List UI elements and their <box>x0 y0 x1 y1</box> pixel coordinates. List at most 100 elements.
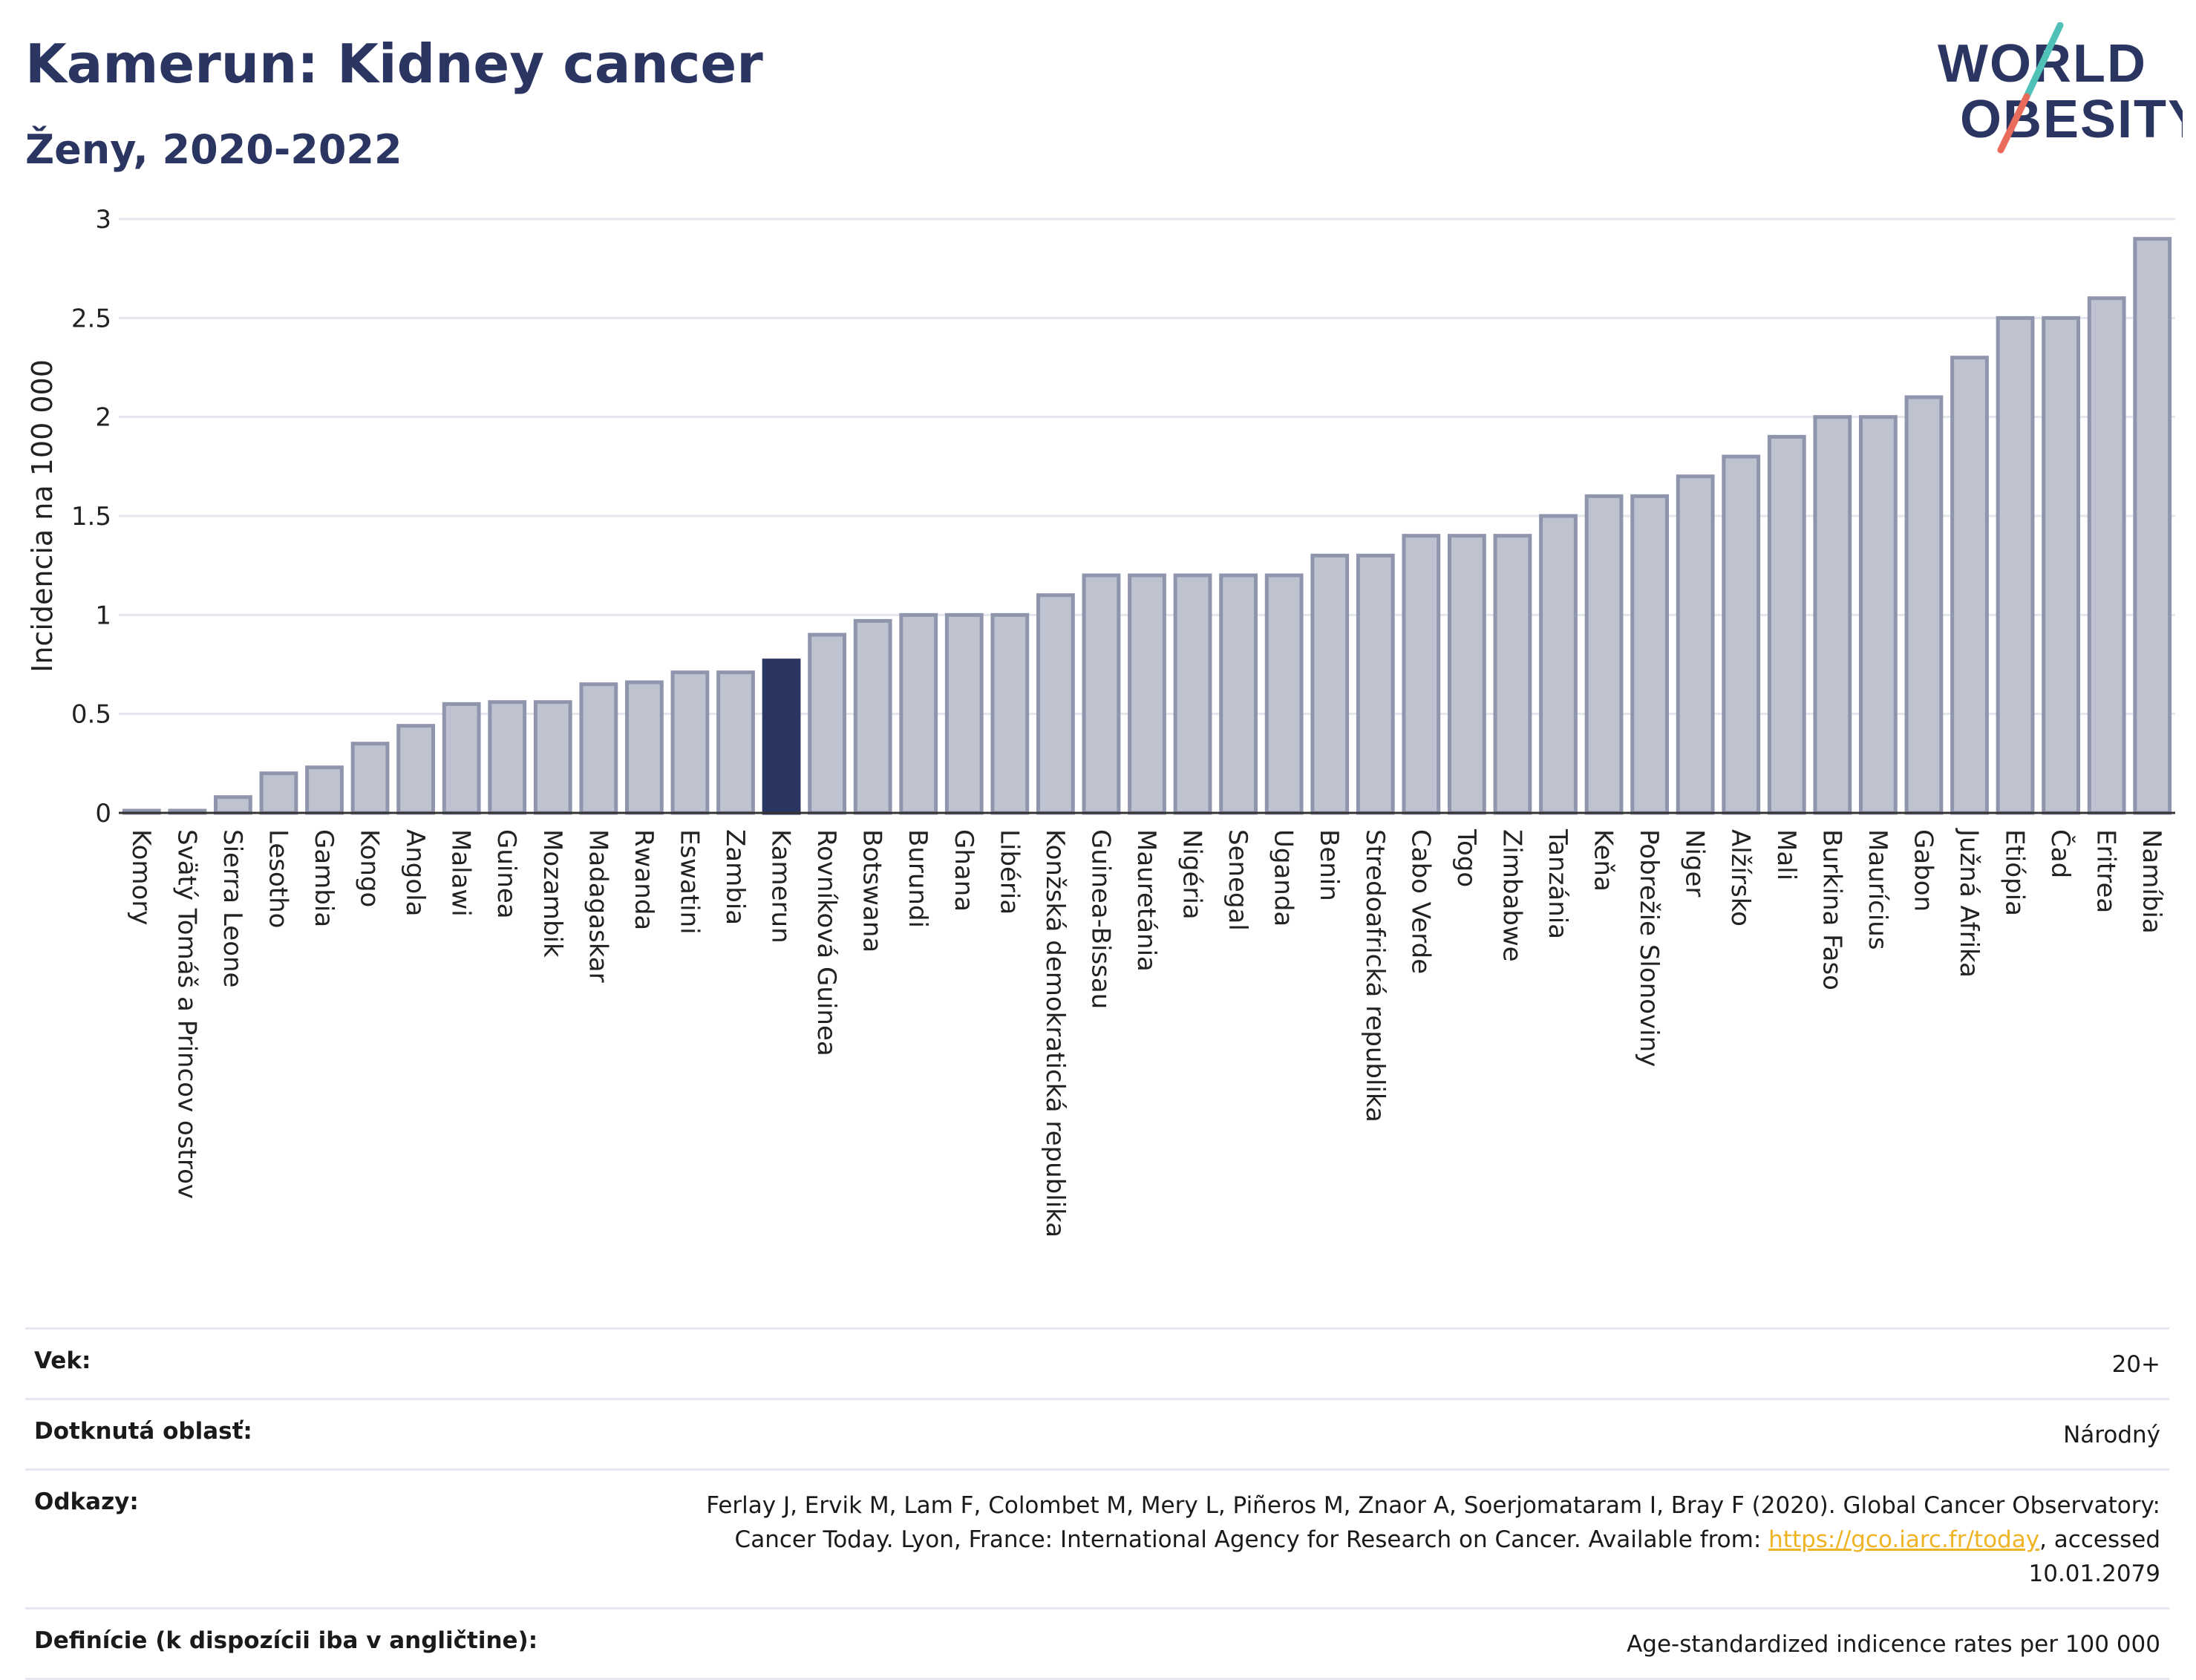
x-tick-label: Madagaskar <box>583 829 612 983</box>
info-key-definitions: Definície (k dispozícii iba v angličtine… <box>34 1627 538 1654</box>
bar <box>899 612 938 815</box>
info-value-references: Ferlay J, Ervik M, Lam F, Colombet M, Me… <box>638 1488 2160 1591</box>
bar <box>396 724 436 815</box>
x-tick-label: Botswana <box>857 829 887 952</box>
x-tick-label: Kamerun <box>766 829 796 944</box>
info-row-definitions: Definície (k dispozícii iba v angličtine… <box>25 1607 2169 1680</box>
bar <box>990 612 1030 815</box>
bar <box>1858 415 1898 815</box>
x-tick-label: Burkina Faso <box>1817 829 1846 990</box>
x-tick-label: Nigéria <box>1177 829 1207 920</box>
logo-slash-coral <box>1997 93 2030 154</box>
x-tick-label: Stredoafrická republika <box>1360 829 1390 1122</box>
x-tick-label: Sierra Leone <box>218 829 247 987</box>
x-tick-label: Niger <box>1680 829 1710 897</box>
x-tick-label: Keňa <box>1589 829 1618 892</box>
x-tick-label: Burundi <box>903 829 932 928</box>
x-tick-label: Etiópia <box>2000 829 2030 916</box>
info-row-age: Vek: 20+ <box>25 1327 2169 1398</box>
bar <box>1493 534 1532 815</box>
bar <box>716 670 755 815</box>
x-tick-label: Čad <box>2045 829 2076 878</box>
info-key-references: Odkazy: <box>34 1488 139 1515</box>
x-tick-label: Pobrežie Slonoviny <box>1634 829 1664 1067</box>
x-tick-label: Malawi <box>446 829 476 917</box>
x-tick-label: Zimbabwe <box>1497 829 1526 962</box>
reference-text: Ferlay J, Ervik M, Lam F, Colombet M, Me… <box>706 1492 2160 1553</box>
x-tick-label: Eritrea <box>2091 829 2121 913</box>
x-tick-label: Namíbia <box>2137 829 2166 934</box>
x-tick-label: Libéria <box>994 829 1024 915</box>
x-tick-label: Mauretánia <box>1131 829 1161 972</box>
x-tick-label: Alžírsko <box>1725 829 1755 926</box>
bar <box>2042 316 2081 815</box>
x-tick-label: Lesotho <box>263 829 293 928</box>
bar <box>1950 356 1989 815</box>
bar <box>1584 494 1624 815</box>
bar <box>1630 494 1670 815</box>
x-tick-label: Gambia <box>309 829 339 927</box>
bar <box>1264 573 1304 815</box>
bar <box>1219 573 1258 815</box>
info-value-age: 20+ <box>2111 1351 2160 1378</box>
info-value-area: Národný <box>2063 1422 2160 1448</box>
bar <box>1356 553 1395 815</box>
y-tick-label: 3 <box>95 205 111 235</box>
bar <box>944 612 984 815</box>
bar <box>2133 237 2172 815</box>
y-tick-label: 1 <box>95 601 111 630</box>
bar <box>762 658 801 815</box>
bar <box>533 700 572 815</box>
x-tick-label: Ghana <box>949 829 978 912</box>
info-key-age: Vek: <box>34 1347 91 1374</box>
x-tick-label: Eswatini <box>674 829 704 935</box>
x-tick-label: Konžská demokratická republika <box>1040 829 1070 1238</box>
bar <box>808 633 847 815</box>
bar <box>1310 553 1350 815</box>
info-key-area: Dotknutá oblasť: <box>34 1418 252 1445</box>
x-tick-label: Gabon <box>1908 829 1938 912</box>
x-tick-label: Guinea <box>491 829 521 919</box>
reference-suffix: , accessed 10.01.2079 <box>2028 1526 2161 1587</box>
x-tick-label: Južná Afrika <box>1954 828 1984 978</box>
x-tick-label: Komory <box>126 829 156 925</box>
page-title: Kamerun: Kidney cancer <box>25 33 763 95</box>
logo-slash-teal <box>2023 22 2064 100</box>
x-tick-label: Kongo <box>355 829 385 907</box>
bar <box>1722 454 1761 815</box>
bar <box>579 682 618 815</box>
x-tick-label: Zambia <box>720 829 750 925</box>
bar <box>488 700 527 815</box>
info-value-definitions: Age-standardized indicence rates per 100… <box>1627 1631 2160 1658</box>
bar <box>670 670 710 815</box>
bar <box>1402 534 1441 815</box>
bar <box>1447 534 1486 815</box>
x-tick-label: Tanzánia <box>1543 828 1572 939</box>
bar <box>1767 434 1806 815</box>
bar <box>350 742 390 815</box>
reference-link[interactable]: https://gco.iarc.fr/today <box>1768 1526 2040 1553</box>
y-tick-label: 1.5 <box>71 502 111 532</box>
bar <box>1539 514 1578 815</box>
bar <box>1996 316 2035 815</box>
x-tick-label: Uganda <box>1269 829 1298 926</box>
info-row-area: Dotknutá oblasť: Národný <box>25 1398 2169 1468</box>
x-tick-label: Maurícius <box>1863 829 1892 950</box>
x-tick-label: Benin <box>1314 829 1344 901</box>
bar <box>1173 573 1212 815</box>
x-tick-label: Cabo Verde <box>1405 829 1435 974</box>
bar <box>1036 593 1075 815</box>
bar-chart: 0 0.5 1 1.5 2 2.5 3 Incidencia na 100 000 Komory… <box>26 205 2175 1238</box>
bar <box>624 680 664 815</box>
y-tick-label: 0 <box>95 799 111 828</box>
y-tick-label: 2.5 <box>71 304 111 333</box>
page-subtitle: Ženy, 2020-2022 <box>25 126 402 173</box>
world-obesity-logo: WORLD OBESITY <box>1938 22 2183 154</box>
x-tick-label: Angola <box>400 829 430 916</box>
x-tick-label: Mozambik <box>537 829 567 958</box>
bar <box>259 771 298 815</box>
bar <box>442 702 481 815</box>
bar <box>1082 573 1121 815</box>
x-tick-label: Guinea-Bissau <box>1085 829 1115 1009</box>
x-tick-label: Rovníková Guinea <box>811 829 841 1056</box>
